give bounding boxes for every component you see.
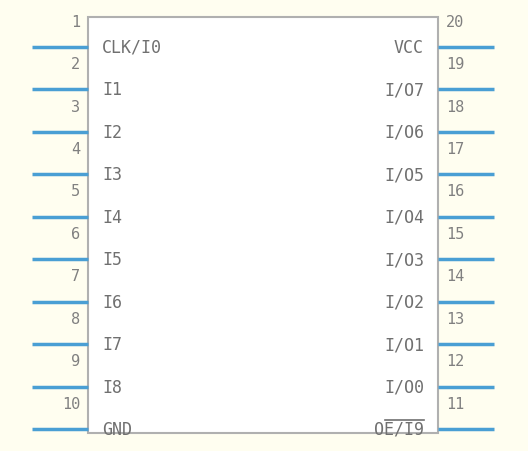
Text: 8: 8 (71, 311, 80, 326)
Bar (88, 18, 438, 433)
Text: I2: I2 (102, 124, 122, 142)
Text: GND: GND (102, 420, 132, 438)
Text: I5: I5 (102, 251, 122, 269)
Text: I8: I8 (102, 378, 122, 396)
Text: 3: 3 (71, 99, 80, 114)
Text: 10: 10 (62, 396, 80, 411)
Text: 16: 16 (446, 184, 464, 199)
Text: I/O0: I/O0 (384, 378, 424, 396)
Text: I3: I3 (102, 166, 122, 184)
Text: I1: I1 (102, 81, 122, 99)
Text: 14: 14 (446, 269, 464, 284)
Text: I/O1: I/O1 (384, 336, 424, 353)
Text: I/O4: I/O4 (384, 208, 424, 226)
Text: I6: I6 (102, 293, 122, 311)
Text: 6: 6 (71, 226, 80, 241)
Text: 18: 18 (446, 99, 464, 114)
Text: 7: 7 (71, 269, 80, 284)
Text: 15: 15 (446, 226, 464, 241)
Text: 20: 20 (446, 14, 464, 30)
Text: I4: I4 (102, 208, 122, 226)
Text: 13: 13 (446, 311, 464, 326)
Text: I/O5: I/O5 (384, 166, 424, 184)
Text: I/O6: I/O6 (384, 124, 424, 142)
Text: I/O7: I/O7 (384, 81, 424, 99)
Text: 1: 1 (71, 14, 80, 30)
Text: 19: 19 (446, 57, 464, 72)
Text: 4: 4 (71, 142, 80, 156)
Text: VCC: VCC (394, 39, 424, 57)
Text: I/O2: I/O2 (384, 293, 424, 311)
Text: 11: 11 (446, 396, 464, 411)
Text: I/O3: I/O3 (384, 251, 424, 269)
Text: 2: 2 (71, 57, 80, 72)
Text: 9: 9 (71, 354, 80, 368)
Text: OE/I9: OE/I9 (374, 420, 424, 438)
Text: 5: 5 (71, 184, 80, 199)
Text: CLK/I0: CLK/I0 (102, 39, 162, 57)
Text: 17: 17 (446, 142, 464, 156)
Text: 12: 12 (446, 354, 464, 368)
Text: I7: I7 (102, 336, 122, 353)
